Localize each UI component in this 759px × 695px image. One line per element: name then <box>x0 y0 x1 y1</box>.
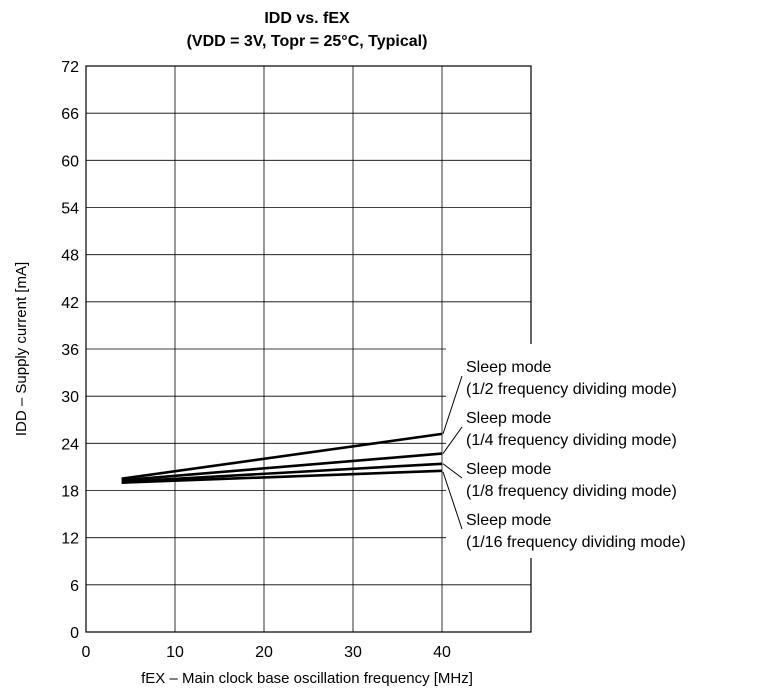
series-line-1 <box>121 452 443 482</box>
legend-leader-2 <box>442 463 463 479</box>
y-tick-label-8: 48 <box>61 248 79 265</box>
x-tick-labels: 0 10 20 30 40 <box>82 644 451 661</box>
y-tick-label-6: 36 <box>61 342 79 359</box>
chart-subtitle: (VDD = 3V, Topr = 25°C, Typical) <box>187 33 428 50</box>
legend: Sleep mode (1/2 frequency dividing mode) S… <box>466 359 686 551</box>
legend-entry-3-line2: (1/16 frequency dividing mode) <box>466 534 686 551</box>
legend-entry-2-line1: Sleep mode <box>466 461 551 478</box>
y-tick-label-2: 12 <box>61 531 79 548</box>
series-line-0 <box>121 432 443 480</box>
legend-entry-1-line1: Sleep mode <box>466 410 551 427</box>
series-line-2 <box>121 462 443 484</box>
chart-title: IDD vs. fEX <box>264 10 350 27</box>
y-tick-label-7: 42 <box>61 295 79 312</box>
y-axis-label: IDD – Supply current [mA] <box>13 262 30 436</box>
x-tick-label-3: 30 <box>344 644 362 661</box>
y-tick-label-10: 60 <box>61 153 79 170</box>
series-lines <box>121 432 443 484</box>
legend-entry-3-line1: Sleep mode <box>466 512 551 529</box>
legend-entry-2-line2: (1/8 frequency dividing mode) <box>466 483 677 500</box>
x-tick-label-2: 20 <box>255 644 273 661</box>
legend-leader-0 <box>442 375 463 435</box>
grid <box>86 66 531 632</box>
y-tick-label-4: 24 <box>61 436 79 453</box>
legend-entry-1-line2: (1/4 frequency dividing mode) <box>466 432 677 449</box>
x-tick-label-4: 40 <box>433 644 451 661</box>
x-tick-label-0: 0 <box>82 644 91 661</box>
x-axis-label: fEX – Main clock base oscillation freque… <box>141 670 473 687</box>
legend-entry-0-line1: Sleep mode <box>466 359 551 376</box>
x-tick-label-1: 10 <box>166 644 184 661</box>
y-tick-label-1: 6 <box>70 578 79 595</box>
legend-leader-1 <box>442 426 463 454</box>
y-tick-labels: 0 6 12 18 24 30 36 42 48 54 60 66 72 <box>61 59 79 642</box>
y-tick-label-11: 66 <box>61 106 79 123</box>
legend-background <box>446 344 751 558</box>
legend-leader-3 <box>442 471 463 530</box>
y-tick-label-5: 30 <box>61 389 79 406</box>
legend-entry-0-line2: (1/2 frequency dividing mode) <box>466 381 677 398</box>
y-tick-label-3: 18 <box>61 484 79 501</box>
y-tick-label-9: 54 <box>61 201 79 218</box>
y-tick-label-12: 72 <box>61 59 79 76</box>
legend-leaders <box>442 375 463 530</box>
series-line-3 <box>121 469 443 484</box>
y-tick-label-0: 0 <box>70 625 79 642</box>
